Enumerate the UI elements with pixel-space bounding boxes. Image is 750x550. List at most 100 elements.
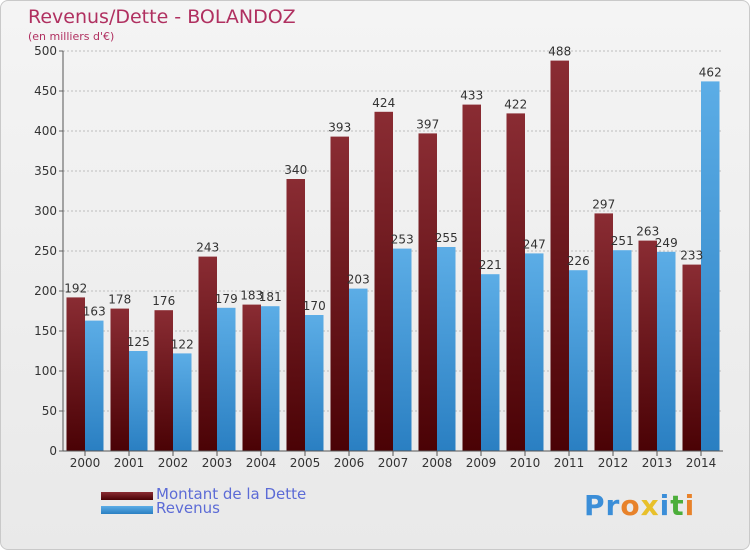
y-tick-label: 250 <box>34 244 57 258</box>
data-label-dette: 424 <box>372 96 395 110</box>
data-label-revenus: 125 <box>127 335 150 349</box>
data-label-dette: 422 <box>504 97 527 111</box>
x-tick-label: 2001 <box>114 456 145 470</box>
legend-swatch-revenus <box>101 506 153 514</box>
data-label-dette: 433 <box>460 89 483 103</box>
x-tick-label: 2006 <box>334 456 365 470</box>
x-tick-label: 2013 <box>642 456 673 470</box>
data-label-revenus: 203 <box>347 273 370 287</box>
data-label-revenus: 170 <box>303 299 326 313</box>
x-tick-label: 2014 <box>686 456 717 470</box>
bar-dette <box>506 113 525 452</box>
logo-letter: r <box>605 489 621 522</box>
data-label-dette: 488 <box>548 45 571 59</box>
bar-dette <box>242 304 261 451</box>
x-tick-label: 2005 <box>290 456 321 470</box>
x-tick-label: 2009 <box>466 456 497 470</box>
bar-dette <box>638 240 657 451</box>
x-tick-label: 2002 <box>158 456 189 470</box>
chart-subtitle: (en milliers d'€) <box>28 30 115 43</box>
logo-letter: t <box>670 489 685 522</box>
bar-dette <box>286 179 305 451</box>
bar-revenus <box>437 247 456 451</box>
y-tick-label: 150 <box>34 324 57 338</box>
bar-revenus <box>85 320 104 451</box>
data-label-revenus: 122 <box>171 337 194 351</box>
legend-label-dette: Montant de la Dette <box>156 485 307 503</box>
data-label-dette: 192 <box>64 281 87 295</box>
bar-dette <box>462 104 481 451</box>
bar-dette <box>550 60 569 451</box>
bar-revenus <box>173 353 192 451</box>
data-label-revenus: 179 <box>215 292 238 306</box>
bar-revenus <box>261 306 280 451</box>
logo-letter: i <box>659 489 671 522</box>
bar-dette <box>374 111 393 452</box>
x-tick-label: 2007 <box>378 456 409 470</box>
axes: 0 50 100 150 200 250 300 350 400 450 500 2000 2001 20… <box>34 44 723 470</box>
data-label-revenus: 226 <box>567 254 590 268</box>
data-label-revenus: 255 <box>435 231 458 245</box>
data-label-dette: 297 <box>592 197 615 211</box>
data-label-revenus: 251 <box>611 234 634 248</box>
bar-revenus <box>217 307 236 451</box>
logo-letter: P <box>584 489 606 522</box>
proxiti-logo: Proxiti <box>584 489 695 522</box>
data-label-dette: 233 <box>680 249 703 263</box>
data-label-dette: 397 <box>416 117 439 131</box>
logo-letter: x <box>640 489 660 522</box>
data-label-dette: 176 <box>152 294 175 308</box>
x-tick-label: 2011 <box>554 456 585 470</box>
bar-revenus <box>613 250 632 451</box>
y-tick-label: 50 <box>42 404 57 418</box>
bar-dette <box>330 136 349 451</box>
y-tick-label: 300 <box>34 204 57 218</box>
data-label-dette: 178 <box>108 293 131 307</box>
data-label-revenus: 221 <box>479 258 502 272</box>
data-label-revenus: 253 <box>391 233 414 247</box>
bar-revenus <box>569 270 588 451</box>
bar-revenus <box>525 253 544 451</box>
data-label-dette: 243 <box>196 241 219 255</box>
data-label-dette: 340 <box>284 163 307 177</box>
bars <box>66 60 720 452</box>
data-label-revenus: 247 <box>523 237 546 251</box>
y-tick-label: 400 <box>34 124 57 138</box>
bar-dette <box>198 256 217 451</box>
x-tick-label: 2008 <box>422 456 453 470</box>
y-tick-label: 450 <box>34 84 57 98</box>
y-tick-label: 200 <box>34 284 57 298</box>
x-tick-label: 2000 <box>70 456 101 470</box>
bar-revenus <box>481 274 500 451</box>
data-label-revenus: 181 <box>259 290 282 304</box>
y-tick-label: 500 <box>34 44 57 58</box>
x-tick-label: 2010 <box>510 456 541 470</box>
bar-revenus <box>657 251 676 451</box>
data-label-revenus: 462 <box>699 65 722 79</box>
data-label-dette: 393 <box>328 121 351 135</box>
y-tick-label: 100 <box>34 364 57 378</box>
x-tick-label: 2004 <box>246 456 277 470</box>
bar-revenus <box>393 248 412 451</box>
y-tick-label: 0 <box>49 444 57 458</box>
bar-dette <box>682 264 701 451</box>
x-tick-label: 2012 <box>598 456 629 470</box>
bar-dette <box>154 310 173 451</box>
bar-revenus <box>701 81 720 452</box>
legend-swatch-dette <box>101 492 153 500</box>
bar-revenus <box>305 315 324 451</box>
data-label-revenus: 163 <box>83 305 106 319</box>
data-label-dette: 263 <box>636 225 659 239</box>
bar-dette <box>594 213 613 451</box>
y-tick-label: 350 <box>34 164 57 178</box>
bar-dette <box>66 297 85 451</box>
chart-title: Revenus/Dette - BOLANDOZ <box>28 6 296 28</box>
bar-revenus <box>349 288 368 451</box>
bar-revenus <box>129 351 148 451</box>
bar-dette <box>110 308 129 451</box>
legend-label-revenus: Revenus <box>156 499 220 517</box>
data-label-dette: 183 <box>240 289 263 303</box>
